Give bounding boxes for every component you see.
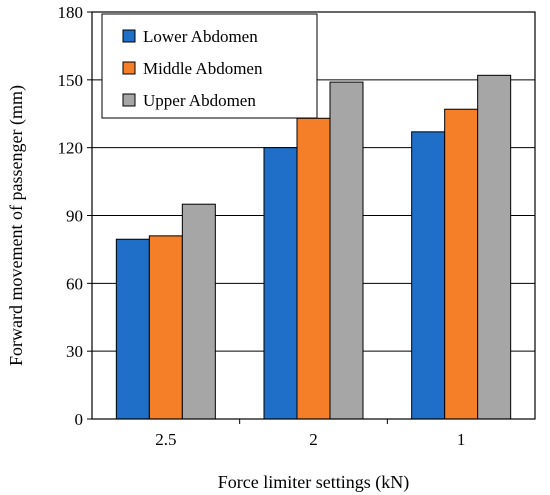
- y-tick-label: 0: [75, 410, 84, 429]
- legend-label: Lower Abdomen: [143, 27, 258, 46]
- legend-label: Middle Abdomen: [143, 59, 263, 78]
- x-tick-label: 2.5: [155, 430, 176, 449]
- legend-label: Upper Abdomen: [143, 91, 256, 110]
- y-axis-ticks: 0 30 60 90 120 150 180: [58, 3, 92, 429]
- bar-lower-abdomen: [115, 238, 150, 420]
- bar-lower-abdomen: [411, 131, 446, 420]
- legend: Lower Abdomen Middle Abdomen Upper Abdomen: [101, 13, 318, 119]
- bar-middle-abdomen: [444, 108, 479, 420]
- x-axis-ticks: 2.5 2 1: [155, 419, 465, 449]
- bar-upper-abdomen: [181, 203, 216, 420]
- bar-middle-abdomen: [296, 117, 331, 420]
- y-tick-label: 30: [66, 342, 83, 361]
- legend-box: [101, 13, 318, 119]
- x-axis-title: Force limiter settings (kN): [218, 472, 409, 493]
- x-tick-label: 1: [457, 430, 466, 449]
- y-tick-label: 180: [58, 3, 84, 22]
- legend-swatch: [122, 61, 136, 75]
- y-tick-label: 120: [58, 139, 84, 158]
- legend-swatch: [122, 29, 136, 43]
- bar-upper-abdomen: [477, 74, 512, 420]
- bar-middle-abdomen: [148, 235, 183, 420]
- bar-lower-abdomen: [263, 147, 298, 420]
- legend-swatch: [122, 93, 136, 107]
- x-tick-label: 2: [309, 430, 318, 449]
- bar-upper-abdomen: [329, 81, 364, 420]
- y-tick-label: 150: [58, 71, 84, 90]
- y-tick-label: 90: [66, 207, 83, 226]
- y-axis-title: Forward movement of passenger (mm): [6, 85, 27, 366]
- y-tick-label: 60: [66, 274, 83, 293]
- bars: [115, 74, 512, 420]
